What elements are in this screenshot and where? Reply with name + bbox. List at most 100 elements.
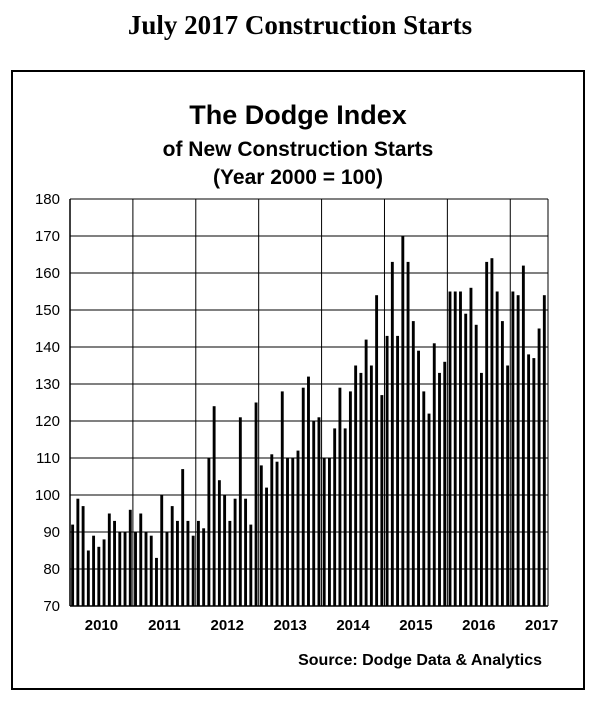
bar xyxy=(485,261,489,606)
bar xyxy=(244,498,248,606)
y-tick-label: 110 xyxy=(36,450,60,467)
bar xyxy=(228,520,232,606)
bar xyxy=(443,361,447,606)
bar xyxy=(275,461,279,606)
x-year-label: 2017 xyxy=(525,617,558,634)
bar xyxy=(128,509,132,606)
bar xyxy=(270,454,274,606)
source-note: Source: Dodge Data & Analytics xyxy=(298,652,542,669)
bar xyxy=(385,335,389,606)
bar xyxy=(296,450,300,606)
bar xyxy=(432,343,436,606)
bar xyxy=(307,376,310,606)
bar xyxy=(406,261,410,606)
bar xyxy=(464,313,468,606)
x-year-label: 2013 xyxy=(273,617,306,634)
bar xyxy=(506,365,510,606)
bar xyxy=(401,236,405,606)
x-year-label: 2015 xyxy=(399,617,432,634)
chart-title: The Dodge Index xyxy=(189,100,407,130)
bar xyxy=(495,291,499,606)
y-tick-label: 160 xyxy=(35,265,60,282)
bar xyxy=(411,321,415,606)
bar xyxy=(286,458,289,606)
bar xyxy=(249,524,253,606)
bar xyxy=(92,535,96,606)
bar xyxy=(139,513,143,606)
bar xyxy=(107,513,111,606)
chart-subtitle-line-2: (Year 2000 = 100) xyxy=(213,166,383,189)
y-tick-label: 70 xyxy=(43,598,60,615)
bar xyxy=(427,413,431,606)
bar xyxy=(453,291,457,606)
x-year-label: 2011 xyxy=(148,617,181,634)
bar xyxy=(238,417,242,606)
bar xyxy=(448,291,452,606)
x-year-label: 2010 xyxy=(85,617,118,634)
bar xyxy=(186,520,190,606)
bar xyxy=(359,372,363,606)
bar xyxy=(380,395,384,606)
bar xyxy=(511,291,515,606)
bar xyxy=(113,520,116,606)
bar xyxy=(86,550,90,606)
bar xyxy=(390,261,394,606)
bar xyxy=(181,469,185,606)
bar xyxy=(160,495,164,606)
bar xyxy=(537,328,541,606)
bar xyxy=(343,428,347,606)
chart-frame xyxy=(11,70,585,690)
bar xyxy=(348,391,352,606)
bar xyxy=(369,365,373,606)
bar xyxy=(134,532,137,606)
bar xyxy=(207,458,211,606)
bar xyxy=(217,480,221,606)
bar xyxy=(176,520,179,606)
y-tick-label: 170 xyxy=(35,228,60,245)
bar xyxy=(102,539,106,606)
y-tick-label: 120 xyxy=(35,413,60,430)
bar xyxy=(532,358,536,606)
y-tick-label: 100 xyxy=(35,487,60,504)
bar xyxy=(479,372,483,606)
bar xyxy=(527,354,531,606)
y-tick-label: 80 xyxy=(43,561,60,578)
x-year-label: 2012 xyxy=(211,617,244,634)
bar xyxy=(118,532,122,606)
bar xyxy=(191,535,195,606)
bar xyxy=(327,458,331,606)
bar xyxy=(155,557,158,606)
bar xyxy=(76,498,80,606)
bar xyxy=(396,335,400,606)
bar xyxy=(338,387,342,606)
bar xyxy=(469,287,473,606)
bar xyxy=(417,350,420,606)
bar xyxy=(291,458,295,606)
y-tick-label: 90 xyxy=(43,524,60,541)
y-tick-label: 130 xyxy=(35,376,60,393)
bar xyxy=(490,258,494,606)
bar xyxy=(516,295,520,606)
bar xyxy=(254,402,258,606)
y-tick-label: 150 xyxy=(35,302,60,319)
bar xyxy=(322,458,326,606)
bar xyxy=(265,487,268,606)
bar xyxy=(165,532,169,606)
bar xyxy=(364,339,368,606)
bar xyxy=(196,520,200,606)
x-year-label: 2016 xyxy=(462,617,495,634)
y-tick-label: 140 xyxy=(35,339,60,356)
bar xyxy=(521,265,525,606)
bar xyxy=(97,546,101,606)
bar xyxy=(123,532,127,606)
bar xyxy=(259,465,263,606)
x-year-label: 2014 xyxy=(336,617,370,634)
bar xyxy=(312,421,316,606)
bar xyxy=(459,291,462,606)
bar xyxy=(542,295,546,606)
bar xyxy=(354,365,358,606)
bar xyxy=(81,506,85,606)
bar xyxy=(233,498,237,606)
bar xyxy=(170,506,174,606)
